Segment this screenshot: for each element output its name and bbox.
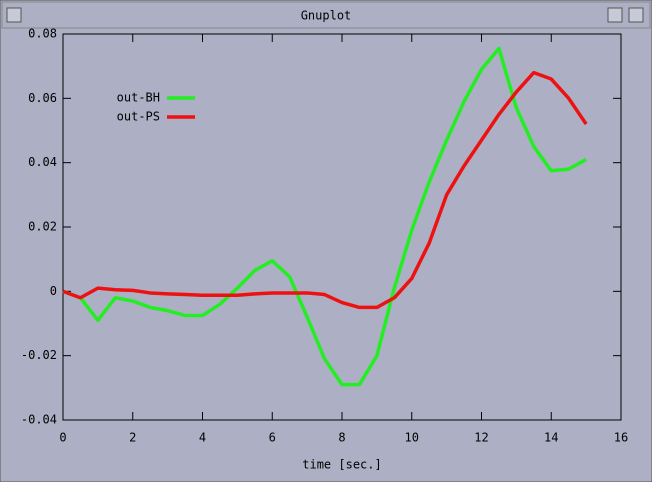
y-tick-label: -0.04 [21, 413, 57, 427]
x-tick-label: 14 [544, 431, 558, 445]
title-bar [1, 1, 651, 29]
minimize-button[interactable] [607, 7, 623, 23]
window-title: Gnuplot [301, 9, 352, 23]
x-tick-label: 8 [338, 431, 345, 445]
y-tick-label: 0 [50, 284, 57, 298]
x-tick-label: 4 [199, 431, 206, 445]
menu-button[interactable] [6, 7, 22, 23]
x-tick-label: 6 [269, 431, 276, 445]
x-tick-label: 2 [129, 431, 136, 445]
y-tick-label: 0.02 [28, 220, 57, 234]
legend-label: out-BH [117, 91, 160, 105]
x-axis-label: time [sec.] [302, 458, 381, 472]
y-tick-label: 0.08 [28, 27, 57, 41]
series-line [62, 70, 588, 310]
y-tick-label: -0.02 [21, 348, 57, 362]
y-tick-label: 0.04 [28, 155, 57, 169]
x-tick-label: 0 [59, 431, 66, 445]
maximize-button[interactable] [628, 7, 644, 23]
x-tick-label: 10 [405, 431, 419, 445]
y-tick-label: 0.06 [28, 91, 57, 105]
x-tick-label: 12 [474, 431, 488, 445]
x-tick-label: 16 [614, 431, 628, 445]
series-line [62, 46, 587, 387]
legend-label: out-PS [117, 110, 160, 124]
